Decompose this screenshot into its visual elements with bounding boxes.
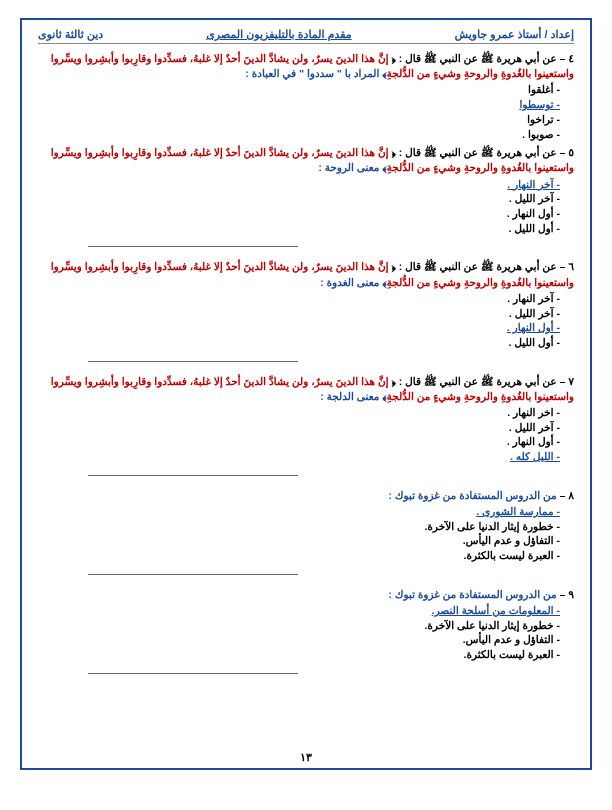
q5-opt-2: - أول النهار . (38, 207, 560, 222)
q7-tail: ﴾ معنى الدلجة : (320, 391, 386, 403)
question-6: ٦ – عن أبي هريرة ﷺ عن النبي ﷺ قال : ﴿ إن… (38, 260, 574, 290)
q6-tail: ﴾ معنى الغدوة : (320, 277, 386, 289)
question-8: ٨ – من الدروس المستفادة من غزوة تبوك : (38, 489, 574, 504)
q7-options: - اخر النهار . - آخر الليل . - أول النها… (38, 406, 560, 465)
q5-options: - آخر النهار . - آخر الليل . - أول النها… (38, 178, 560, 237)
q6-opt-2: - أول النهار . (38, 321, 560, 336)
separator (88, 574, 298, 575)
q6-opt-0: - آخر النهار . (38, 292, 560, 307)
q9-tail: من الدروس المستفادة من غزوة تبوك : (388, 589, 556, 601)
q5-opt-1: - آخر الليل . (38, 192, 560, 207)
page-frame: إعداد / أستاذ عمرو جاويش مقدم المادة بال… (20, 18, 592, 770)
q9-num: ٩ – (557, 589, 574, 601)
q8-tail: من الدروس المستفادة من غزوة تبوك : (388, 490, 556, 502)
separator (88, 361, 298, 362)
q8-opt-1: - خطورة إيثار الدنيا على الآخرة. (38, 520, 560, 535)
header-title: مقدم المادة بالتليفزيون المصرى (111, 28, 446, 41)
q7-num: ٧ – عن أبي هريرة ﷺ عن النبي ﷺ قال : ﴿ (389, 376, 574, 388)
q4-opt-3: - صوبوا . (38, 128, 560, 143)
q5-tail: ﴾ معنى الروحة : (318, 162, 386, 174)
q7-opt-2: - أول النهار . (38, 435, 560, 450)
q9-opt-2: - التفاؤل و عدم اليأس. (38, 633, 560, 648)
q4-opt-1: - توسطوا (38, 98, 560, 113)
q9-options: - المعلومات من أسلحة النصر. - خطورة إيثا… (38, 604, 560, 663)
q9-opt-1: - خطورة إيثار الدنيا على الآخرة. (38, 619, 560, 634)
page-header: إعداد / أستاذ عمرو جاويش مقدم المادة بال… (38, 28, 574, 44)
q7-opt-1: - آخر الليل . (38, 421, 560, 436)
question-9: ٩ – من الدروس المستفادة من غزوة تبوك : (38, 588, 574, 603)
q9-opt-0: - المعلومات من أسلحة النصر. (38, 604, 560, 619)
q7-opt-3: - الليل كله . (38, 450, 560, 465)
q8-opt-3: - العبرة ليست بالكثرة. (38, 549, 560, 564)
separator (88, 673, 298, 674)
q6-opt-3: - أول الليل . (38, 336, 560, 351)
q5-opt-3: - أول الليل . (38, 222, 560, 237)
header-author: إعداد / أستاذ عمرو جاويش (455, 28, 574, 41)
question-7: ٧ – عن أبي هريرة ﷺ عن النبي ﷺ قال : ﴿ إن… (38, 375, 574, 405)
q4-num: ٤ – عن أبي هريرة ﷺ عن النبي ﷺ قال : ﴿ (389, 53, 574, 65)
separator (88, 475, 298, 476)
q8-num: ٨ – (557, 490, 574, 502)
q5-opt-0: - آخر النهار . (38, 178, 560, 193)
q9-opt-3: - العبرة ليست بالكثرة. (38, 648, 560, 663)
q7-opt-0: - اخر النهار . (38, 406, 560, 421)
q8-options: - ممارسة الشورى . - خطورة إيثار الدنيا ع… (38, 505, 560, 564)
q4-opt-2: - تراخوا (38, 113, 560, 128)
separator (88, 246, 298, 247)
header-subject: دين ثالثة ثانوى (38, 28, 103, 41)
q5-num: ٥ – عن أبي هريرة ﷺ عن النبي ﷺ قال : ﴿ (389, 147, 574, 159)
q4-options: - أغلقوا - توسطوا - تراخوا - صوبوا . (38, 83, 560, 142)
question-5: ٥ – عن أبي هريرة ﷺ عن النبي ﷺ قال : ﴿ إن… (38, 146, 574, 176)
q6-num: ٦ – عن أبي هريرة ﷺ عن النبي ﷺ قال : ﴿ (389, 261, 574, 273)
q6-options: - آخر النهار . - آخر الليل . - أول النها… (38, 292, 560, 351)
question-4: ٤ – عن أبي هريرة ﷺ عن النبي ﷺ قال : ﴿ إن… (38, 52, 574, 82)
q4-opt-0: - أغلقوا (38, 83, 560, 98)
q8-opt-0: - ممارسة الشورى . (38, 505, 560, 520)
q4-tail: ﴾ المراد با " سددوا " في العبادة : (245, 68, 386, 80)
q8-opt-2: - التفاؤل و عدم اليأس. (38, 534, 560, 549)
q6-opt-1: - آخر الليل . (38, 307, 560, 322)
page-number: ١٣ (300, 751, 312, 764)
